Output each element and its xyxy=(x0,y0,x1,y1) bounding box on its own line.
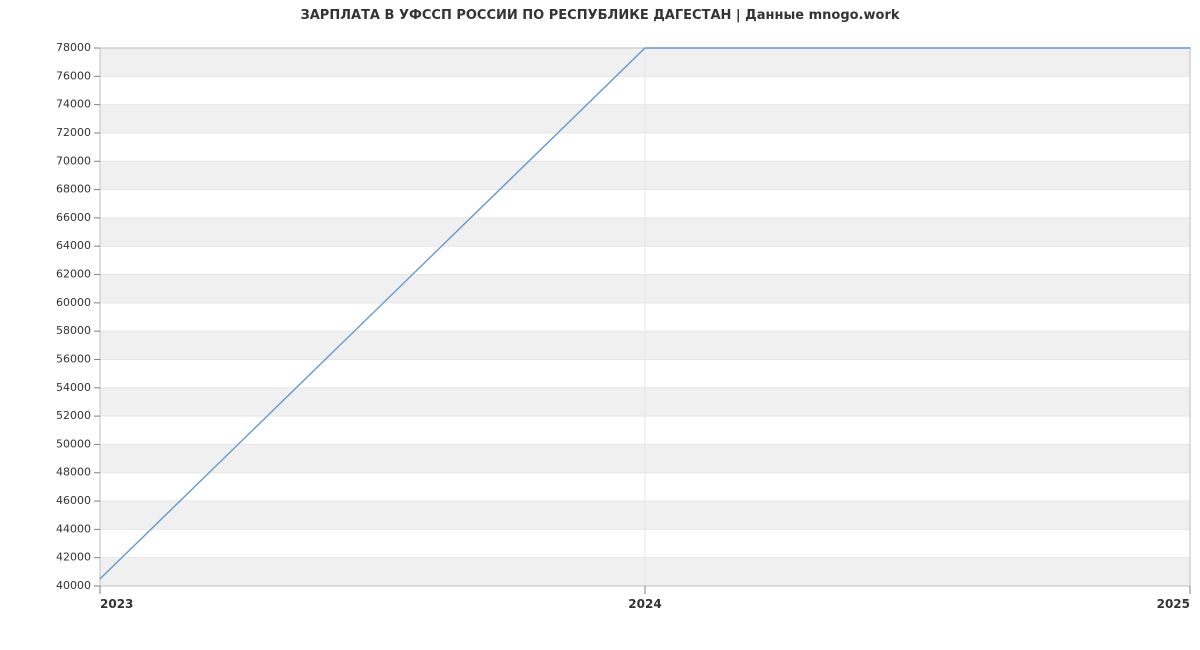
svg-text:2023: 2023 xyxy=(100,597,133,611)
svg-text:54000: 54000 xyxy=(56,381,91,394)
svg-text:72000: 72000 xyxy=(56,126,91,139)
svg-text:52000: 52000 xyxy=(56,409,91,422)
chart-title: ЗАРПЛАТА В УФССП РОССИИ ПО РЕСПУБЛИКЕ ДА… xyxy=(0,8,1200,23)
svg-text:2024: 2024 xyxy=(628,597,661,611)
svg-text:66000: 66000 xyxy=(56,211,91,224)
svg-text:2025: 2025 xyxy=(1157,597,1190,611)
svg-text:62000: 62000 xyxy=(56,268,91,281)
svg-text:70000: 70000 xyxy=(56,154,91,167)
svg-text:42000: 42000 xyxy=(56,551,91,564)
svg-text:46000: 46000 xyxy=(56,494,91,507)
chart-container: ЗАРПЛАТА В УФССП РОССИИ ПО РЕСПУБЛИКЕ ДА… xyxy=(0,0,1200,650)
svg-text:56000: 56000 xyxy=(56,352,91,365)
svg-text:78000: 78000 xyxy=(56,41,91,54)
svg-text:40000: 40000 xyxy=(56,579,91,592)
svg-text:48000: 48000 xyxy=(56,466,91,479)
svg-text:60000: 60000 xyxy=(56,296,91,309)
svg-text:68000: 68000 xyxy=(56,183,91,196)
svg-text:44000: 44000 xyxy=(56,522,91,535)
line-chart: 40000 42000 44000 46000 48000 50000 52000 54000… xyxy=(0,0,1200,650)
svg-text:64000: 64000 xyxy=(56,239,91,252)
svg-text:50000: 50000 xyxy=(56,437,91,450)
svg-text:74000: 74000 xyxy=(56,98,91,111)
svg-text:58000: 58000 xyxy=(56,324,91,337)
svg-text:76000: 76000 xyxy=(56,69,91,82)
